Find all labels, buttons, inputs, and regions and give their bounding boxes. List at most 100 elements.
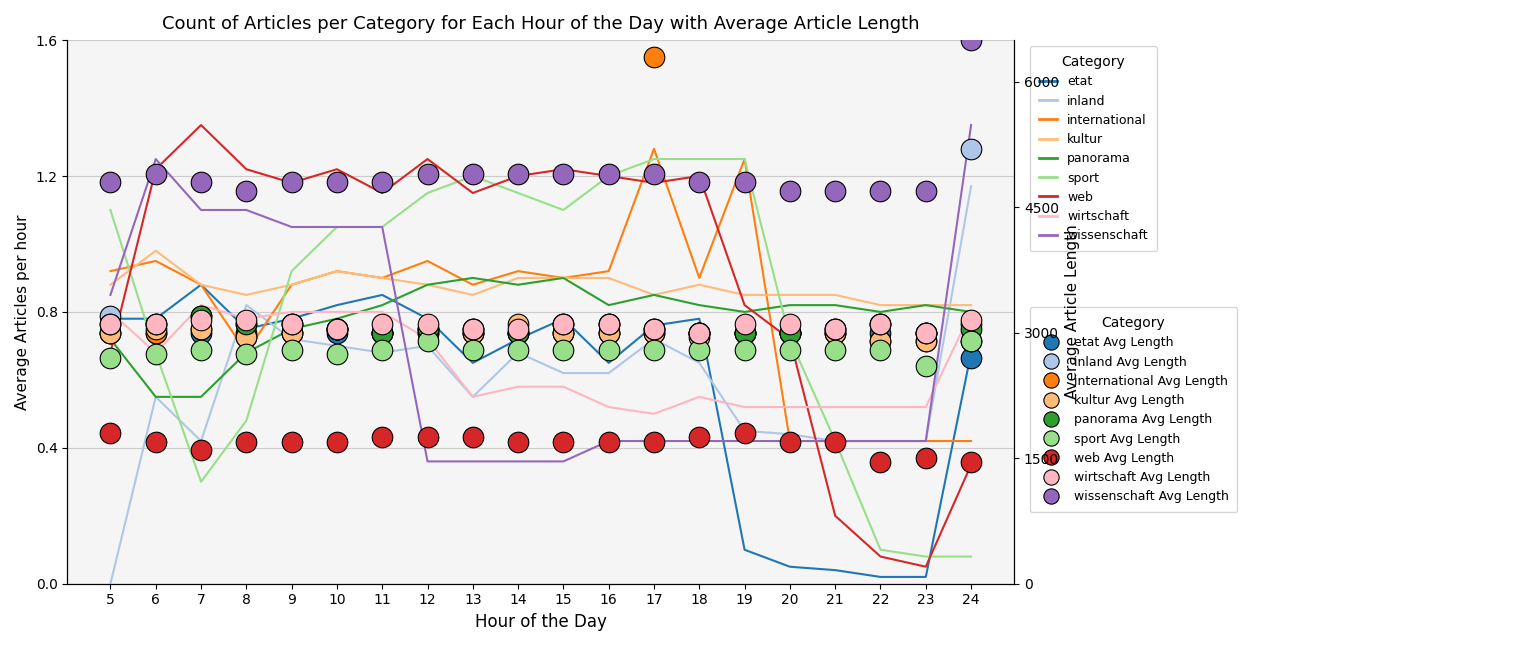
Point [506, 319, 531, 329]
Point [234, 332, 259, 342]
Point [370, 177, 395, 187]
Point [506, 328, 531, 338]
Point [188, 344, 213, 355]
Point [370, 344, 395, 355]
Point [687, 328, 711, 338]
Point [823, 328, 848, 338]
Point [913, 328, 938, 338]
Point [144, 349, 168, 359]
Point [641, 324, 666, 334]
Point [415, 324, 439, 334]
Point [959, 324, 984, 334]
Point [597, 437, 621, 447]
Point [370, 328, 395, 338]
Point [777, 328, 802, 338]
Point [188, 315, 213, 326]
Point [324, 324, 349, 334]
Point [370, 319, 395, 329]
Point [461, 324, 485, 334]
Point [461, 432, 485, 443]
Point [370, 328, 395, 338]
Point [506, 328, 531, 338]
Point [461, 328, 485, 338]
Point [324, 328, 349, 338]
Y-axis label: Average Article Length: Average Article Length [1065, 225, 1080, 399]
Point [868, 344, 892, 355]
Point [506, 344, 531, 355]
Point [144, 169, 168, 179]
Point [188, 311, 213, 321]
Point [188, 177, 213, 187]
Point [324, 349, 349, 359]
Point [98, 319, 122, 329]
Point [823, 185, 848, 196]
Point [823, 328, 848, 338]
Point [597, 328, 621, 338]
Point [868, 457, 892, 468]
Point [98, 328, 122, 338]
Point [777, 319, 802, 329]
Point [188, 328, 213, 338]
Point [959, 353, 984, 363]
Point [597, 319, 621, 329]
Point [959, 143, 984, 154]
Point [461, 169, 485, 179]
Point [144, 319, 168, 329]
Point [415, 432, 439, 443]
Point [641, 328, 666, 338]
Point [868, 336, 892, 346]
Point [506, 324, 531, 334]
Point [234, 319, 259, 329]
Point [280, 319, 304, 329]
Point [687, 328, 711, 338]
Point [823, 328, 848, 338]
Point [641, 328, 666, 338]
Point [687, 328, 711, 338]
Point [188, 324, 213, 334]
Point [506, 437, 531, 447]
Point [959, 319, 984, 329]
Point [777, 328, 802, 338]
Point [144, 319, 168, 329]
Point [234, 332, 259, 342]
Point [280, 319, 304, 329]
Point [733, 328, 757, 338]
Point [641, 344, 666, 355]
Point [98, 353, 122, 363]
Point [913, 185, 938, 196]
Point [913, 328, 938, 338]
Point [324, 324, 349, 334]
Point [913, 328, 938, 338]
Y-axis label: Average Articles per hour: Average Articles per hour [15, 214, 31, 410]
Point [415, 328, 439, 338]
Point [687, 344, 711, 355]
Point [461, 324, 485, 334]
Point [913, 453, 938, 463]
Point [324, 177, 349, 187]
Point [144, 328, 168, 338]
Point [913, 336, 938, 346]
Point [641, 324, 666, 334]
Point [280, 328, 304, 338]
Point [98, 311, 122, 321]
Point [823, 324, 848, 334]
Point [415, 319, 439, 329]
X-axis label: Hour of the Day: Hour of the Day [474, 613, 607, 631]
Point [234, 328, 259, 338]
Point [324, 437, 349, 447]
Point [551, 344, 575, 355]
Title: Count of Articles per Category for Each Hour of the Day with Average Article Len: Count of Articles per Category for Each … [162, 15, 920, 33]
Point [823, 344, 848, 355]
Point [687, 432, 711, 443]
Point [461, 328, 485, 338]
Point [551, 328, 575, 338]
Point [188, 311, 213, 321]
Point [234, 315, 259, 326]
Point [733, 177, 757, 187]
Point [370, 328, 395, 338]
Point [370, 432, 395, 443]
Point [597, 319, 621, 329]
Point [687, 332, 711, 342]
Point [777, 185, 802, 196]
Point [777, 437, 802, 447]
